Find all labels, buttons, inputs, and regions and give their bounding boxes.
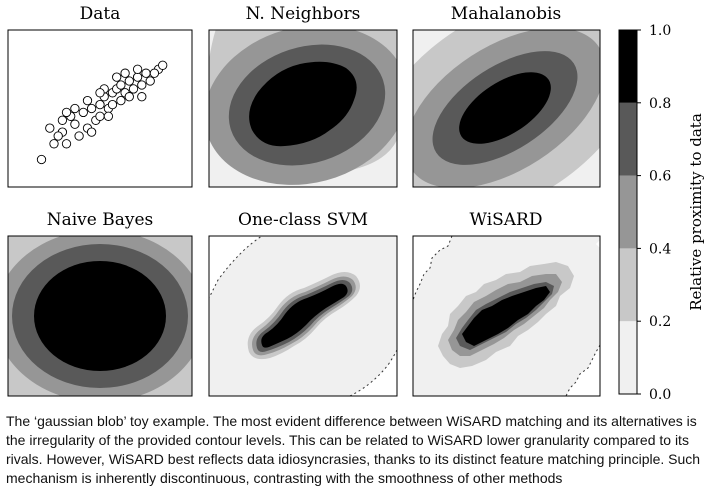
scatter-point xyxy=(128,84,139,94)
figure-caption: The ‘gaussian blob’ toy example. The mos… xyxy=(6,413,701,486)
mh-level-4 xyxy=(459,72,551,144)
scatter-point xyxy=(57,115,68,125)
panel-mahalanobis xyxy=(413,30,600,187)
scatter-point xyxy=(74,131,84,141)
figure: Data N. Neighbors Mahalanobis Naive Baye… xyxy=(7,4,705,403)
svm-outer-corner-tl xyxy=(209,236,262,298)
ws-outer-corner-br xyxy=(566,345,600,396)
colorbar-band xyxy=(619,175,637,249)
scatter-point xyxy=(132,64,143,74)
scatter-point xyxy=(86,103,97,114)
scatter-point xyxy=(49,139,59,149)
scatter-point xyxy=(137,92,147,102)
panel-naive-bayes xyxy=(8,236,192,396)
svm-outer-corner-br xyxy=(350,350,397,396)
colorbar-band xyxy=(619,30,637,103)
scatter-point xyxy=(137,80,147,90)
colorbar-tick-label: 0.2 xyxy=(649,314,671,330)
scatter-point xyxy=(36,154,47,165)
scatter-point xyxy=(70,119,80,129)
scatter-point xyxy=(86,127,97,137)
panel-n-neighbors-frame xyxy=(208,29,398,188)
scatter-point xyxy=(53,131,63,141)
panel-title-data: Data xyxy=(80,4,121,24)
colorbar-ticks: 1.0 0.8 0.6 0.4 0.2 0.0 xyxy=(637,23,671,403)
panel-title-n-neighbors: N. Neighbors xyxy=(246,4,361,24)
ws-outer-boundary-br xyxy=(565,344,600,396)
panel-one-class-svm xyxy=(209,236,397,396)
scatter-point xyxy=(116,95,126,106)
nn-level-4 xyxy=(249,61,357,147)
colorbar-tick-label: 0.4 xyxy=(649,241,671,257)
colorbar-bands xyxy=(619,30,637,394)
scatter-point xyxy=(124,76,134,86)
scatter-point xyxy=(132,72,143,82)
scatter-point xyxy=(61,139,72,149)
panel-title-naive-bayes: Naive Bayes xyxy=(47,210,154,230)
scatter-point xyxy=(82,95,93,106)
ws-outer-corner-tr xyxy=(596,240,600,248)
scatter-point xyxy=(120,68,130,78)
colorbar-label: Relative proximity to data xyxy=(687,113,705,311)
scatter-point xyxy=(107,99,118,110)
svm-level-4 xyxy=(261,283,348,348)
colorbar: 1.0 0.8 0.6 0.4 0.2 0.0 Relative proximity to… xyxy=(618,23,705,403)
scatter-point xyxy=(95,99,105,110)
colorbar-band xyxy=(619,248,637,322)
nb-level-4 xyxy=(34,261,166,371)
scatter-point xyxy=(61,107,72,118)
ws-outer-corner-tl xyxy=(413,236,452,300)
colorbar-band xyxy=(619,102,637,176)
scatter-point xyxy=(78,107,88,118)
panel-wisard-frame xyxy=(412,235,601,397)
colorbar-tick-label: 0.8 xyxy=(649,96,671,112)
panel-one-class-svm-frame xyxy=(208,235,398,397)
panel-title-one-class-svm: One-class SVM xyxy=(238,210,368,230)
scatter-point xyxy=(70,103,80,114)
colorbar-frame xyxy=(618,29,638,395)
panel-title-wisard: WiSARD xyxy=(470,210,543,230)
panel-n-neighbors xyxy=(209,30,397,187)
scatter-point xyxy=(116,80,126,90)
colorbar-tick-label: 0.6 xyxy=(649,169,671,185)
colorbar-tick-label: 0.0 xyxy=(649,387,671,403)
panel-data-frame xyxy=(7,29,193,188)
scatter-point xyxy=(158,60,168,70)
scatter-point xyxy=(124,92,134,102)
ws-outer-boundary-tl xyxy=(413,236,453,301)
panel-data xyxy=(7,29,193,188)
scatter-point xyxy=(103,111,114,121)
scatter-points xyxy=(36,60,168,165)
panel-wisard xyxy=(413,236,600,396)
scatter-point xyxy=(95,88,105,98)
panel-mahalanobis-frame xyxy=(412,29,601,188)
scatter-point xyxy=(141,68,151,78)
ws-level-4 xyxy=(462,286,550,346)
scatter-point xyxy=(149,68,160,78)
scatter-point xyxy=(45,123,55,133)
svm-outer-boundary-tl xyxy=(209,236,263,299)
scatter-point xyxy=(95,111,105,121)
scatter-point xyxy=(145,76,155,86)
colorbar-band xyxy=(619,321,637,394)
colorbar-tick-label: 1.0 xyxy=(649,23,671,39)
scatter-point xyxy=(112,72,122,82)
panel-naive-bayes-frame xyxy=(7,235,193,397)
panel-title-mahalanobis: Mahalanobis xyxy=(451,4,561,24)
